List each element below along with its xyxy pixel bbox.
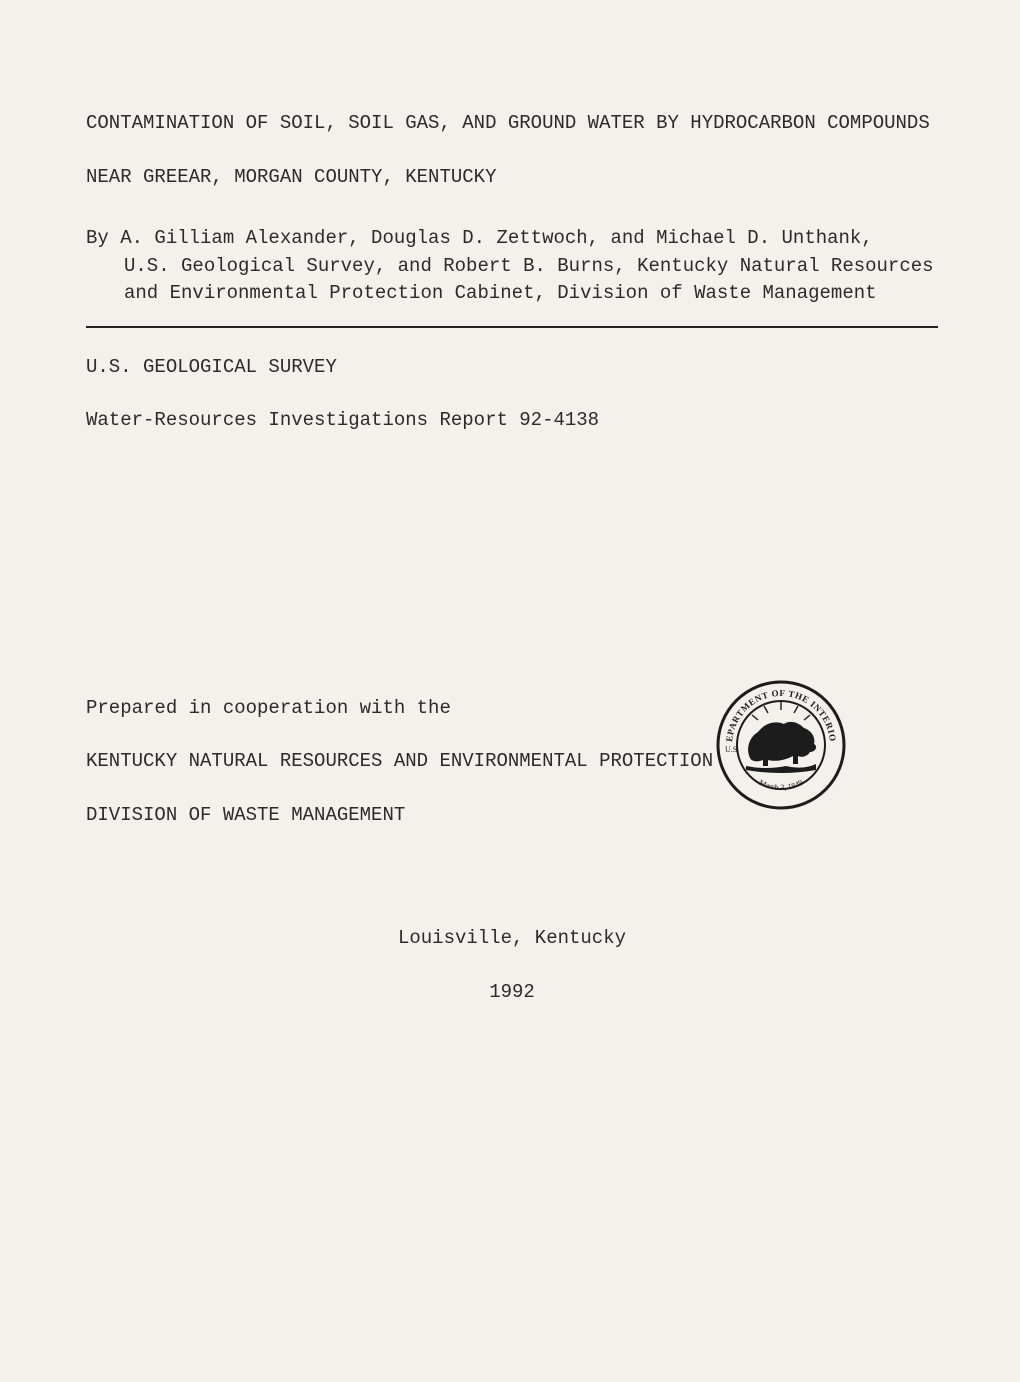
title-line-2: NEAR GREEAR, MORGAN COUNTY, KENTUCKY	[86, 164, 938, 192]
byline-1: By A. Gilliam Alexander, Douglas D. Zett…	[86, 225, 938, 253]
doi-seal: DEPARTMENT OF THE INTERIOR March 3, 1849…	[716, 680, 846, 810]
horizontal-rule	[86, 326, 938, 328]
byline-3: and Environmental Protection Cabinet, Di…	[86, 280, 938, 308]
report-number: Water-Resources Investigations Report 92…	[86, 407, 938, 435]
year-line: 1992	[86, 979, 938, 1007]
byline-2: U.S. Geological Survey, and Robert B. Bu…	[86, 253, 938, 281]
seal-text-left: U.S.	[725, 745, 739, 754]
city-line: Louisville, Kentucky	[86, 925, 938, 953]
title-line-1: CONTAMINATION OF SOIL, SOIL GAS, AND GRO…	[86, 110, 938, 138]
agency-name: U.S. GEOLOGICAL SURVEY	[86, 354, 938, 382]
